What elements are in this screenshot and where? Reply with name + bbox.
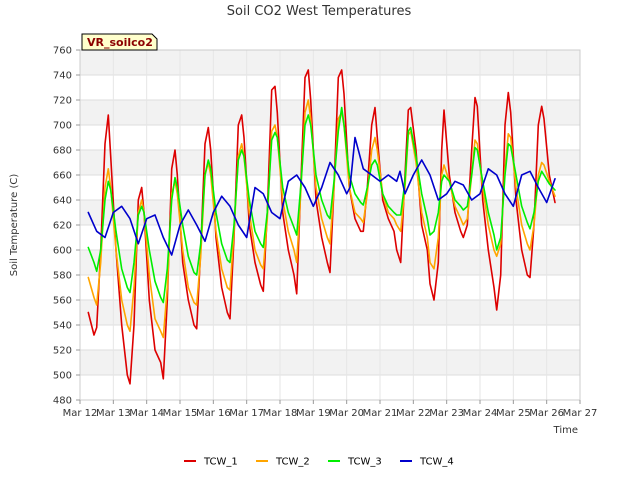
- x-tick-label: Mar 15: [163, 408, 198, 419]
- x-tick-label: Mar 21: [363, 408, 398, 419]
- plot-band: [80, 75, 580, 100]
- plot-band: [80, 125, 580, 150]
- y-tick-label: 560: [53, 296, 72, 307]
- series-line-tcw-2: [87, 99, 556, 339]
- y-axis-ticks: 480 500 520 540 560 580 600 620 640 660 680 700 720 7…: [53, 46, 80, 407]
- plot-band: [80, 375, 580, 400]
- legend-label: TCW_1: [203, 457, 238, 468]
- y-tick-label: 620: [53, 221, 72, 232]
- series-line-tcw-4: [87, 136, 556, 256]
- x-tick-label: Mar 17: [229, 408, 264, 419]
- y-tick-label: 680: [53, 146, 72, 157]
- y-tick-label: 700: [53, 121, 72, 132]
- station-badge-label: VR_soilco2: [87, 36, 153, 49]
- y-tick-label: 500: [53, 371, 72, 382]
- series-line-tcw-1: [87, 69, 556, 385]
- y-tick-label: 580: [53, 271, 72, 282]
- x-tick-label: Mar 22: [396, 408, 431, 419]
- y-tick-label: 740: [53, 71, 72, 82]
- plot-band: [80, 300, 580, 325]
- legend-label: TCW_4: [419, 457, 454, 468]
- y-tick-label: 760: [53, 46, 72, 57]
- x-tick-label: Mar 18: [263, 408, 298, 419]
- x-tick-label: Mar 23: [429, 408, 464, 419]
- x-tick-label: Mar 27: [563, 408, 598, 419]
- series-line-tcw-3: [87, 106, 556, 304]
- legend: TCW_1 TCW_2 TCW_3 TCW_4: [184, 457, 454, 468]
- plot-band: [80, 350, 580, 375]
- x-tick-label: Mar 16: [196, 408, 231, 419]
- x-tick-label: Mar 19: [296, 408, 331, 419]
- y-tick-label: 540: [53, 321, 72, 332]
- series-layer: [87, 69, 556, 385]
- x-tick-label: Mar 26: [529, 408, 564, 419]
- legend-item-tcw-1: TCW_1: [184, 457, 238, 468]
- x-tick-label: Mar 24: [463, 408, 498, 419]
- y-tick-label: 600: [53, 246, 72, 257]
- plot-band: [80, 50, 580, 75]
- legend-item-tcw-2: TCW_2: [256, 457, 310, 468]
- x-tick-label: Mar 25: [496, 408, 531, 419]
- x-tick-label: Mar 13: [96, 408, 131, 419]
- y-tick-label: 640: [53, 196, 72, 207]
- legend-item-tcw-4: TCW_4: [400, 457, 454, 468]
- x-tick-label: Mar 14: [129, 408, 164, 419]
- y-tick-label: 720: [53, 96, 72, 107]
- plot-band: [80, 175, 580, 200]
- chart-title: Soil CO2 West Temperatures: [227, 4, 412, 19]
- legend-label: TCW_3: [347, 457, 382, 468]
- legend-item-tcw-3: TCW_3: [328, 457, 382, 468]
- station-badge: VR_soilco2: [81, 33, 158, 51]
- x-axis-label: Time: [553, 425, 578, 436]
- plot-band: [80, 100, 580, 125]
- station-badge-box: [81, 33, 158, 51]
- x-tick-label: Mar 20: [329, 408, 364, 419]
- y-tick-label: 480: [53, 396, 72, 407]
- y-tick-label: 660: [53, 171, 72, 182]
- x-tick-label: Mar 12: [63, 408, 98, 419]
- legend-label: TCW_2: [275, 457, 310, 468]
- y-axis-label: Soil Temperature (C): [9, 174, 20, 277]
- y-tick-label: 520: [53, 346, 72, 357]
